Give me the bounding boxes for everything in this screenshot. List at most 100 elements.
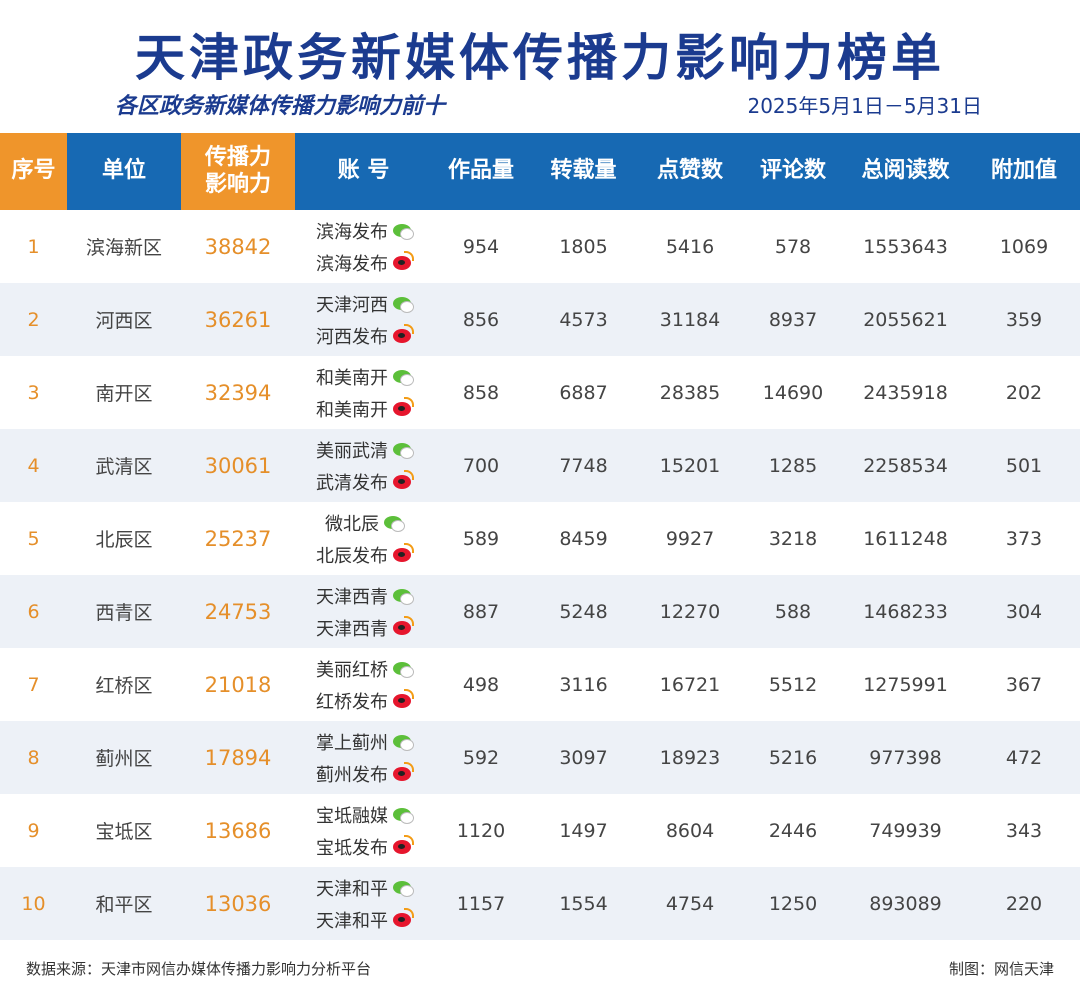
comments: 578 [774, 235, 812, 258]
score: 13686 [204, 818, 272, 843]
score: 25237 [204, 526, 272, 551]
wechat-account: 美丽红桥 [316, 659, 388, 681]
unit: 和平区 [67, 867, 181, 940]
score: 32394 [204, 380, 272, 405]
weibo-icon [393, 761, 414, 781]
weibo-account: 北辰发布 [316, 545, 388, 567]
reposts: 1805 [559, 235, 608, 258]
bonus: 343 [1005, 819, 1043, 842]
weibo-account: 滨海发布 [316, 253, 388, 275]
accounts: 微北辰 北辰发布 [295, 502, 432, 575]
bonus: 373 [1005, 527, 1043, 550]
score: 30061 [181, 429, 295, 502]
unit: 红桥区 [95, 675, 153, 697]
column-header: 传播力 影响力 [181, 133, 295, 210]
comments: 14690 [762, 381, 824, 404]
comments: 588 [743, 575, 843, 648]
wechat-icon [393, 589, 414, 605]
reposts: 7748 [530, 429, 637, 502]
reposts: 6887 [559, 381, 608, 404]
rank: 4 [0, 429, 67, 502]
table-row: 7 红桥区 21018 美丽红桥 红桥发布 498 3116 16721 5512 12… [0, 648, 1080, 721]
works: 858 [462, 381, 500, 404]
wechat-icon [393, 735, 414, 751]
table-row: 3 南开区 32394 和美南开 和美南开 858 6887 28385 14690 2… [0, 356, 1080, 429]
wechat-account: 宝坻融媒 [316, 805, 388, 827]
wechat-account: 天津和平 [316, 878, 388, 900]
accounts: 掌上蓟州 蓟州发布 [295, 721, 432, 794]
weibo-account: 宝坻发布 [316, 837, 388, 859]
wechat-account: 掌上蓟州 [316, 732, 388, 754]
rank: 5 [27, 527, 40, 550]
reads: 1275991 [863, 673, 948, 696]
works: 700 [432, 429, 530, 502]
wechat-icon [393, 224, 414, 240]
weibo-account: 天津西青 [316, 618, 388, 640]
works: 954 [462, 235, 500, 258]
wechat-icon [393, 370, 414, 386]
likes: 4754 [637, 867, 743, 940]
table-row: 8 蓟州区 17894 掌上蓟州 蓟州发布 592 3097 18923 5216 97… [0, 721, 1080, 794]
column-header: 序号 [0, 133, 67, 210]
works: 498 [462, 673, 500, 696]
weibo-icon [393, 834, 414, 854]
column-header: 账 号 [295, 133, 432, 210]
weibo-icon [393, 688, 414, 708]
column-header: 总阅读数 [843, 133, 968, 210]
accounts: 天津河西 河西发布 [295, 283, 432, 356]
accounts: 美丽武清 武清发布 [295, 429, 432, 502]
reads: 749939 [869, 819, 942, 842]
reposts: 5248 [530, 575, 637, 648]
weibo-icon [393, 907, 414, 927]
reposts: 1554 [530, 867, 637, 940]
wechat-icon [393, 808, 414, 824]
reposts: 8459 [559, 527, 608, 550]
reads: 977398 [843, 721, 968, 794]
comments: 5216 [743, 721, 843, 794]
likes: 12270 [637, 575, 743, 648]
reposts: 4573 [530, 283, 637, 356]
accounts: 天津和平 天津和平 [295, 867, 432, 940]
table-row: 1 滨海新区 38842 滨海发布 滨海发布 954 1805 5416 578 155… [0, 210, 1080, 283]
reads: 2055621 [843, 283, 968, 356]
score: 21018 [204, 672, 272, 697]
weibo-icon [393, 615, 414, 635]
reads: 893089 [843, 867, 968, 940]
unit: 河西区 [67, 283, 181, 356]
weibo-account: 河西发布 [316, 326, 388, 348]
likes: 18923 [637, 721, 743, 794]
reads: 1611248 [863, 527, 948, 550]
reads: 1468233 [843, 575, 968, 648]
page-title: 天津政务新媒体传播力影响力榜单 [135, 29, 945, 87]
unit: 北辰区 [95, 529, 153, 551]
wechat-icon [393, 297, 414, 313]
bonus: 202 [1005, 381, 1043, 404]
works: 887 [432, 575, 530, 648]
score: 38842 [204, 234, 272, 259]
table-row: 10 和平区 13036 天津和平 天津和平 1157 1554 4754 1250 8… [0, 867, 1080, 940]
weibo-icon [393, 469, 414, 489]
unit: 蓟州区 [67, 721, 181, 794]
rank: 3 [27, 381, 40, 404]
credit: 制图：网信天津 [948, 960, 1054, 978]
unit: 南开区 [95, 383, 153, 405]
bonus: 472 [968, 721, 1080, 794]
likes: 16721 [659, 673, 721, 696]
data-source: 数据来源：天津市网信办媒体传播力影响力分析平台 [26, 960, 372, 978]
accounts: 宝坻融媒 宝坻发布 [295, 794, 432, 867]
reads: 2435918 [863, 381, 948, 404]
column-header: 转载量 [530, 133, 637, 210]
weibo-icon [393, 396, 414, 416]
column-header: 作品量 [432, 133, 530, 210]
score: 17894 [181, 721, 295, 794]
column-header: 点赞数 [637, 133, 743, 210]
unit: 滨海新区 [85, 237, 162, 259]
weibo-icon [393, 323, 414, 343]
comments: 5512 [768, 673, 818, 696]
wechat-account: 和美南开 [316, 367, 388, 389]
likes: 31184 [637, 283, 743, 356]
works: 1157 [432, 867, 530, 940]
column-header: 附加值 [968, 133, 1080, 210]
works: 856 [432, 283, 530, 356]
bonus: 367 [1005, 673, 1043, 696]
